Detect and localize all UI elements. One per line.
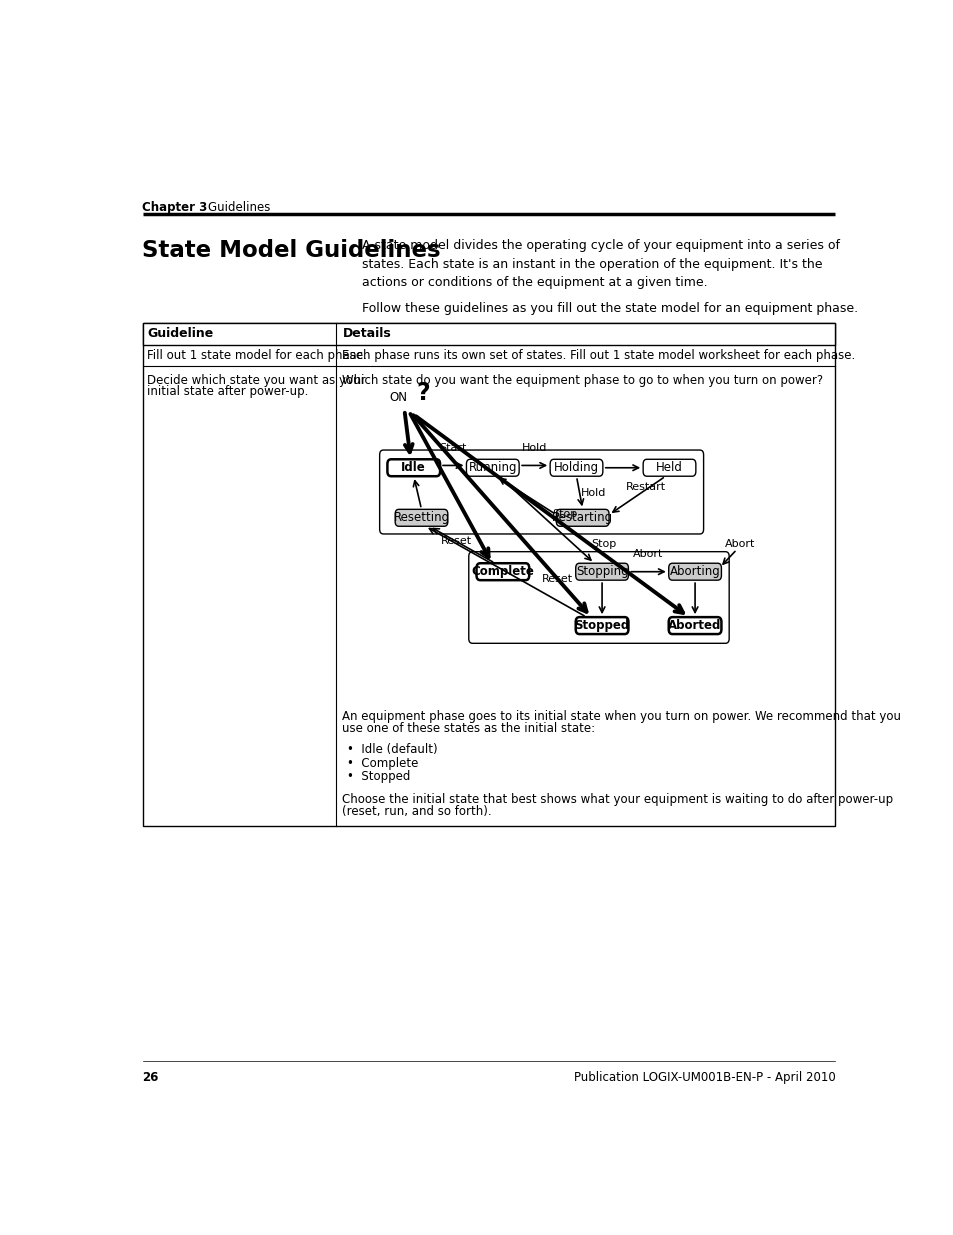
Text: Held: Held bbox=[656, 461, 682, 474]
Text: Publication LOGIX-UM001B-EN-P - April 2010: Publication LOGIX-UM001B-EN-P - April 20… bbox=[573, 1071, 835, 1084]
Text: Aborted: Aborted bbox=[668, 619, 721, 632]
Text: Stop: Stop bbox=[552, 509, 577, 519]
FancyBboxPatch shape bbox=[550, 459, 602, 477]
Text: Hold: Hold bbox=[521, 443, 547, 453]
Text: An equipment phase goes to its initial state when you turn on power. We recommen: An equipment phase goes to its initial s… bbox=[342, 710, 901, 724]
Text: Hold: Hold bbox=[580, 488, 606, 498]
Text: Stopped: Stopped bbox=[574, 619, 629, 632]
FancyBboxPatch shape bbox=[466, 459, 518, 477]
Text: Abort: Abort bbox=[724, 540, 755, 550]
Text: State Model Guidelines: State Model Guidelines bbox=[142, 240, 440, 262]
Text: initial state after power-up.: initial state after power-up. bbox=[147, 384, 308, 398]
Text: Start: Start bbox=[439, 443, 466, 453]
Text: Complete: Complete bbox=[471, 566, 534, 578]
FancyBboxPatch shape bbox=[476, 563, 529, 580]
Text: Reset: Reset bbox=[541, 574, 572, 584]
Text: Reset: Reset bbox=[440, 536, 472, 546]
Text: Idle: Idle bbox=[401, 461, 426, 474]
Text: Guidelines: Guidelines bbox=[193, 201, 270, 214]
Text: 26: 26 bbox=[142, 1071, 159, 1084]
Text: Choose the initial state that best shows what your equipment is waiting to do af: Choose the initial state that best shows… bbox=[342, 793, 893, 806]
Text: Restart: Restart bbox=[625, 482, 666, 492]
Text: A state model divides the operating cycle of your equipment into a series of
sta: A state model divides the operating cycl… bbox=[361, 240, 839, 289]
FancyBboxPatch shape bbox=[387, 459, 439, 477]
FancyBboxPatch shape bbox=[395, 509, 447, 526]
Text: Which state do you want the equipment phase to go to when you turn on power?: Which state do you want the equipment ph… bbox=[342, 374, 822, 387]
FancyBboxPatch shape bbox=[668, 563, 720, 580]
Text: Resetting: Resetting bbox=[393, 511, 449, 525]
Text: Stop: Stop bbox=[590, 540, 616, 550]
Text: (reset, run, and so forth).: (reset, run, and so forth). bbox=[342, 805, 492, 818]
Text: use one of these states as the initial state:: use one of these states as the initial s… bbox=[342, 721, 595, 735]
Text: Follow these guidelines as you fill out the state model for an equipment phase.: Follow these guidelines as you fill out … bbox=[361, 303, 857, 315]
FancyBboxPatch shape bbox=[668, 618, 720, 634]
Text: Chapter 3: Chapter 3 bbox=[142, 201, 208, 214]
Text: ?: ? bbox=[416, 382, 430, 405]
Text: •  Idle (default): • Idle (default) bbox=[347, 742, 437, 756]
Text: •  Stopped: • Stopped bbox=[347, 771, 410, 783]
Text: Stopping: Stopping bbox=[576, 566, 628, 578]
FancyBboxPatch shape bbox=[575, 563, 628, 580]
FancyBboxPatch shape bbox=[575, 618, 628, 634]
Text: •  Complete: • Complete bbox=[347, 757, 418, 769]
Text: ON: ON bbox=[389, 390, 407, 404]
Text: Restarting: Restarting bbox=[552, 511, 613, 525]
Text: Abort: Abort bbox=[633, 548, 663, 558]
Text: Decide which state you want as your: Decide which state you want as your bbox=[147, 374, 365, 387]
Text: Holding: Holding bbox=[554, 461, 598, 474]
Bar bbox=[142, 324, 835, 345]
Text: Fill out 1 state model for each phase.: Fill out 1 state model for each phase. bbox=[147, 348, 367, 362]
Text: Guideline: Guideline bbox=[147, 327, 213, 341]
Text: Running: Running bbox=[468, 461, 517, 474]
Text: Each phase runs its own set of states. Fill out 1 state model worksheet for each: Each phase runs its own set of states. F… bbox=[342, 348, 855, 362]
Bar bbox=[142, 324, 835, 826]
FancyBboxPatch shape bbox=[556, 509, 608, 526]
Text: Details: Details bbox=[342, 327, 391, 341]
Text: Aborting: Aborting bbox=[669, 566, 720, 578]
FancyBboxPatch shape bbox=[642, 459, 695, 477]
